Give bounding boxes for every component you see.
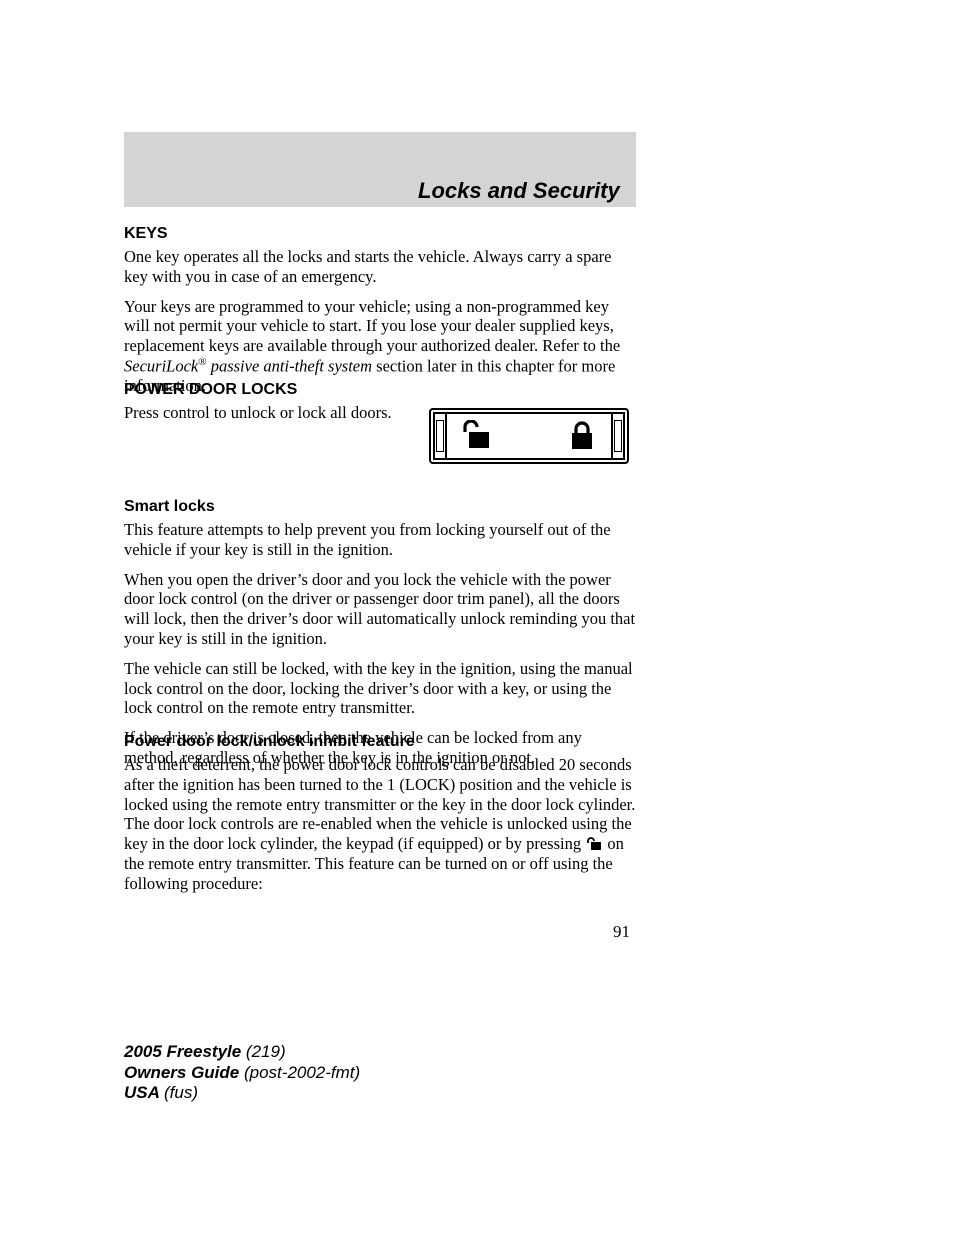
chapter-title: Locks and Security — [418, 178, 620, 204]
footer-line-1: 2005 Freestyle (219) — [124, 1042, 360, 1063]
securilock-suffix: passive anti-theft system — [207, 356, 372, 375]
vehicle-code: (219) — [246, 1042, 286, 1061]
switch-left-rail — [433, 412, 447, 460]
keys-p1: One key operates all the locks and start… — [124, 247, 636, 287]
region-code: (fus) — [164, 1083, 198, 1102]
page-number: 91 — [613, 922, 630, 942]
door-lock-switch-diagram — [429, 408, 629, 464]
footer-block: 2005 Freestyle (219) Owners Guide (post-… — [124, 1042, 360, 1104]
lock-icon — [565, 420, 599, 452]
guide-code: (post-2002-fmt) — [244, 1063, 360, 1082]
vehicle-name: 2005 Freestyle — [124, 1042, 246, 1061]
footer-line-3: USA (fus) — [124, 1083, 360, 1104]
text: As a theft deterrent, the power door loc… — [124, 755, 635, 853]
smart-p3: The vehicle can still be locked, with th… — [124, 659, 636, 718]
smart-p1: This feature attempts to help prevent yo… — [124, 520, 636, 560]
page: Locks and Security KEYS One key operates… — [0, 0, 954, 1235]
guide-name: Owners Guide — [124, 1063, 244, 1082]
section-keys: KEYS One key operates all the locks and … — [124, 225, 636, 406]
switch-right-rail — [611, 412, 625, 460]
heading-power-door-locks: POWER DOOR LOCKS — [124, 381, 636, 399]
text: Your keys are programmed to your vehicle… — [124, 297, 620, 356]
unlock-icon — [585, 837, 603, 851]
heading-inhibit: Power door lock/unlock inhibit feature — [124, 733, 636, 751]
pdl-p1: Press control to unlock or lock all door… — [124, 403, 394, 423]
securilock-name: SecuriLock — [124, 356, 198, 375]
heading-smart-locks: Smart locks — [124, 498, 636, 516]
footer-line-2: Owners Guide (post-2002-fmt) — [124, 1063, 360, 1084]
heading-keys: KEYS — [124, 225, 636, 243]
inhibit-p1: As a theft deterrent, the power door loc… — [124, 755, 636, 894]
section-inhibit-feature: Power door lock/unlock inhibit feature A… — [124, 733, 636, 904]
unlock-icon — [459, 420, 493, 452]
registered-mark: ® — [198, 356, 206, 368]
region-name: USA — [124, 1083, 164, 1102]
smart-p2: When you open the driver’s door and you … — [124, 570, 636, 649]
